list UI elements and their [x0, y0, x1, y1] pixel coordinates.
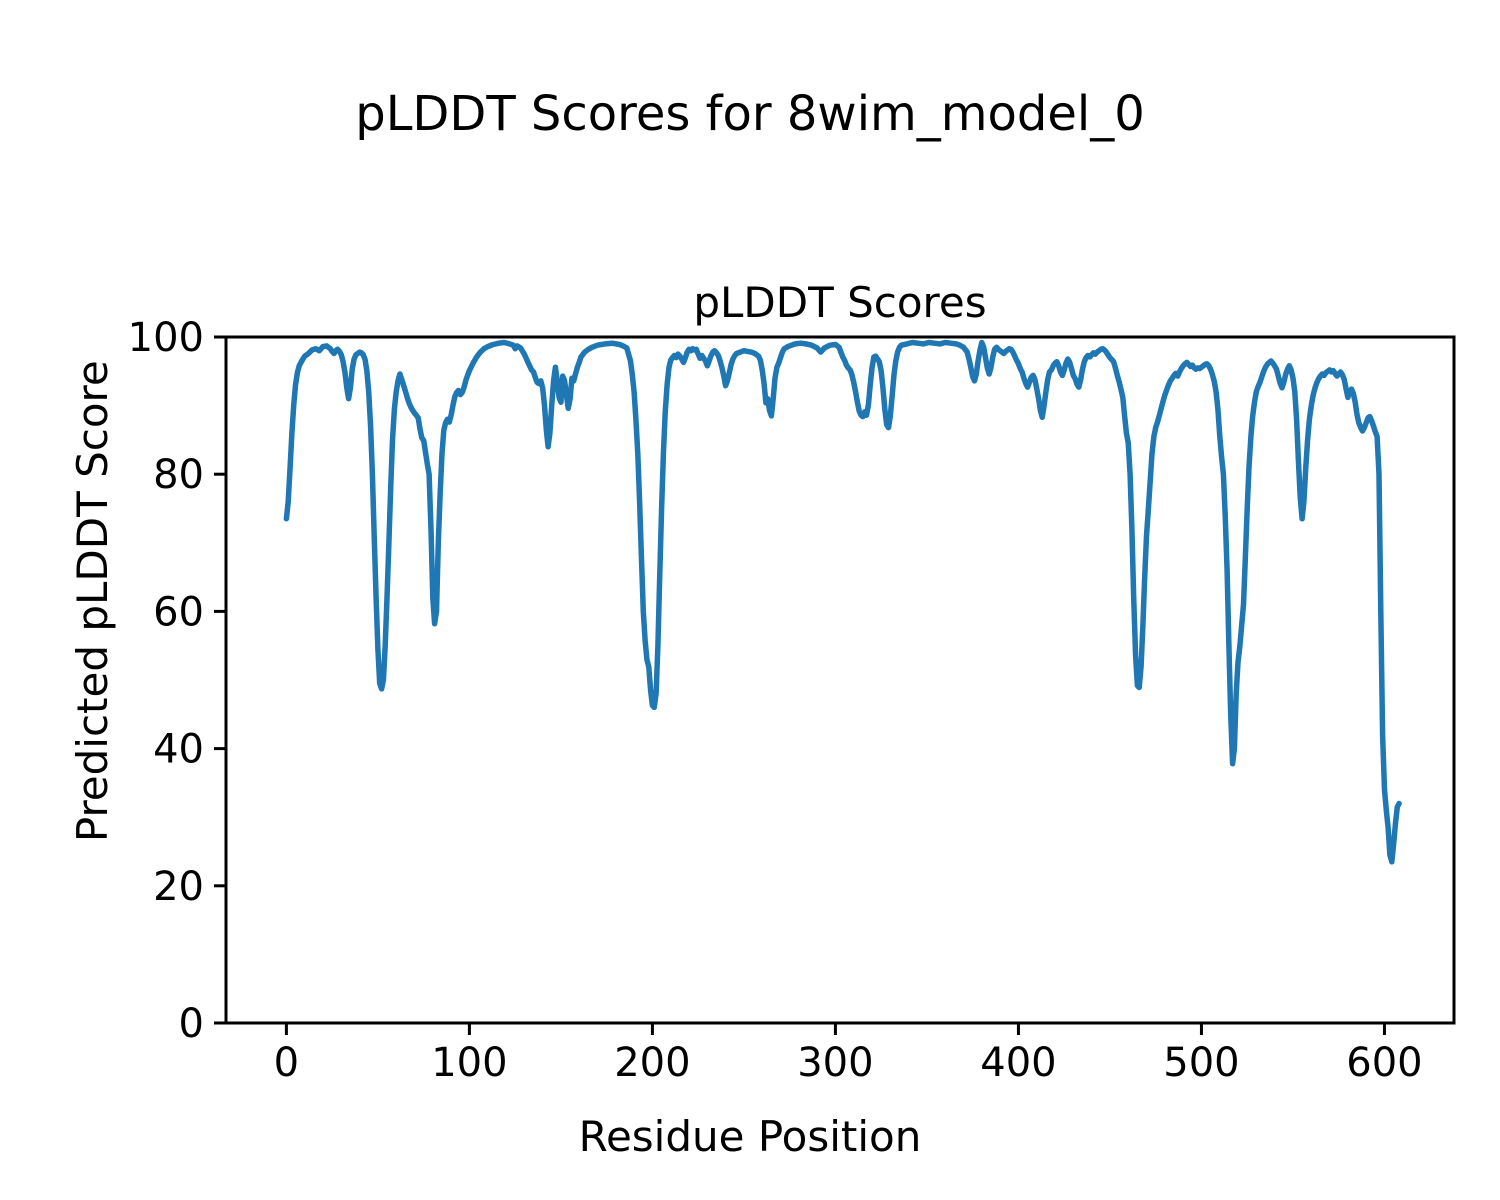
x-axis-label: Residue Position: [578, 1112, 922, 1161]
y-tick-label: 80: [153, 452, 204, 498]
x-tick-label: 0: [274, 1040, 299, 1086]
x-tick-label: 100: [431, 1040, 507, 1086]
plot-line: [283, 339, 1402, 865]
x-tick-label: 400: [980, 1040, 1056, 1086]
x-tick-label: 200: [614, 1040, 690, 1086]
x-tick-label: 500: [1163, 1040, 1239, 1086]
y-tick-label: 40: [153, 727, 204, 773]
y-tick-label: 100: [128, 315, 204, 361]
axes-title: pLDDT Scores: [693, 278, 987, 327]
figure-title: pLDDT Scores for 8wim_model_0: [355, 86, 1145, 142]
y-tick-label: 60: [153, 589, 204, 635]
x-tick-label: 600: [1346, 1040, 1422, 1086]
y-tick-label: 20: [153, 864, 204, 910]
y-axis-label: Predicted pLDDT Score: [67, 360, 117, 843]
y-tick-label: 0: [179, 1001, 204, 1047]
x-tick-label: 300: [797, 1040, 873, 1086]
axes-frame: [224, 335, 1456, 1025]
